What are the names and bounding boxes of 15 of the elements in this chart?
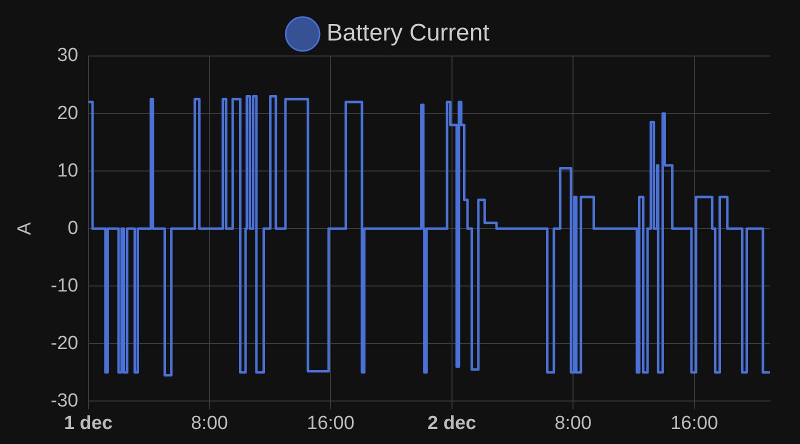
y-tick-label: 30: [57, 45, 78, 66]
y-tick-label: -10: [50, 275, 78, 296]
y-tick-label: 10: [57, 160, 78, 182]
x-tick-label: 1 dec: [64, 412, 113, 434]
x-tick-label: 8:00: [190, 412, 228, 434]
legend-label: Battery Current: [326, 20, 490, 47]
x-tick-label: 16:00: [306, 412, 354, 434]
y-tick-label: 20: [57, 102, 78, 124]
x-tick-label: 16:00: [670, 412, 718, 434]
y-tick-label: 0: [68, 218, 78, 239]
y-axis-title: A: [14, 222, 36, 235]
x-tick-label: 2 dec: [428, 412, 477, 434]
y-tick-label: -30: [50, 390, 78, 412]
x-tick-label: 8:00: [554, 412, 592, 434]
y-tick-label: -20: [50, 332, 78, 354]
